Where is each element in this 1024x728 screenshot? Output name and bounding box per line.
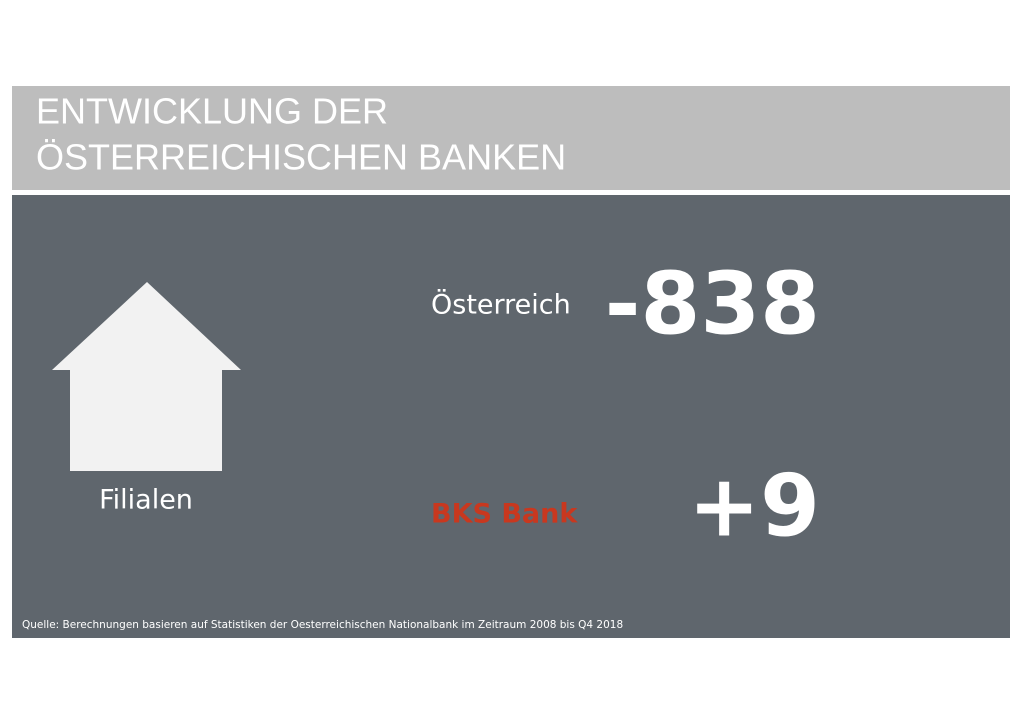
row-label: BKS Bank (431, 499, 578, 530)
row-value: -838 (605, 254, 820, 354)
row-value: +9 (688, 456, 820, 556)
title-line: ENTWICKLUNG DER (36, 91, 388, 132)
icon-label: Filialen (99, 485, 193, 516)
house-body (70, 370, 222, 471)
source-note: Quelle: Berechnungen basieren auf Statis… (22, 619, 623, 631)
title-line: ÖSTERREICHISCHEN BANKEN (36, 137, 566, 178)
row-label: Österreich (431, 289, 571, 321)
house-roof (52, 282, 241, 370)
title-band (12, 86, 1010, 190)
